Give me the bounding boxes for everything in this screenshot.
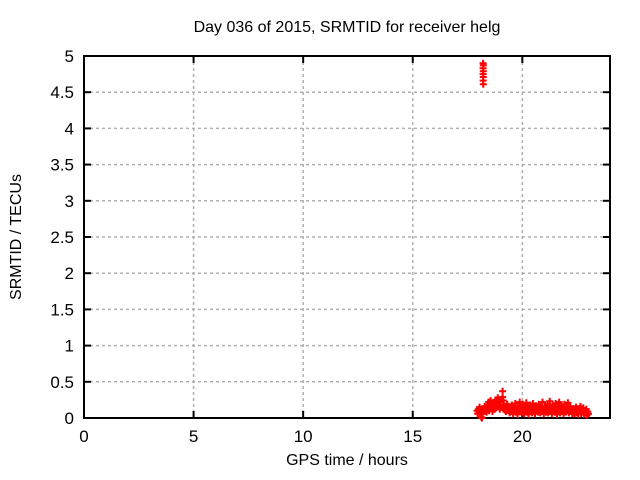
y-tick-label: 4.5 [50,83,74,102]
y-tick-label: 5 [65,47,74,66]
y-tick-label: 2.5 [50,228,74,247]
y-tick-label: 0 [65,409,74,428]
x-tick-label: 0 [79,427,88,446]
y-tick-label: 1 [65,337,74,356]
x-tick-label: 5 [189,427,198,446]
x-tick-label: 10 [294,427,313,446]
y-tick-label: 0.5 [50,373,74,392]
x-axis-label: GPS time / hours [286,452,408,469]
y-tick-label: 1.5 [50,300,74,319]
x-tick-label: 15 [403,427,422,446]
data-points [473,59,592,422]
y-tick-label: 3.5 [50,156,74,175]
x-tick-label: 20 [513,427,532,446]
y-tick-label: 3 [65,192,74,211]
plot-border [83,55,611,419]
y-tick-label: 2 [65,264,74,283]
y-tick-label: 4 [65,119,74,138]
chart-title: Day 036 of 2015, SRMTID for receiver hel… [193,19,501,36]
